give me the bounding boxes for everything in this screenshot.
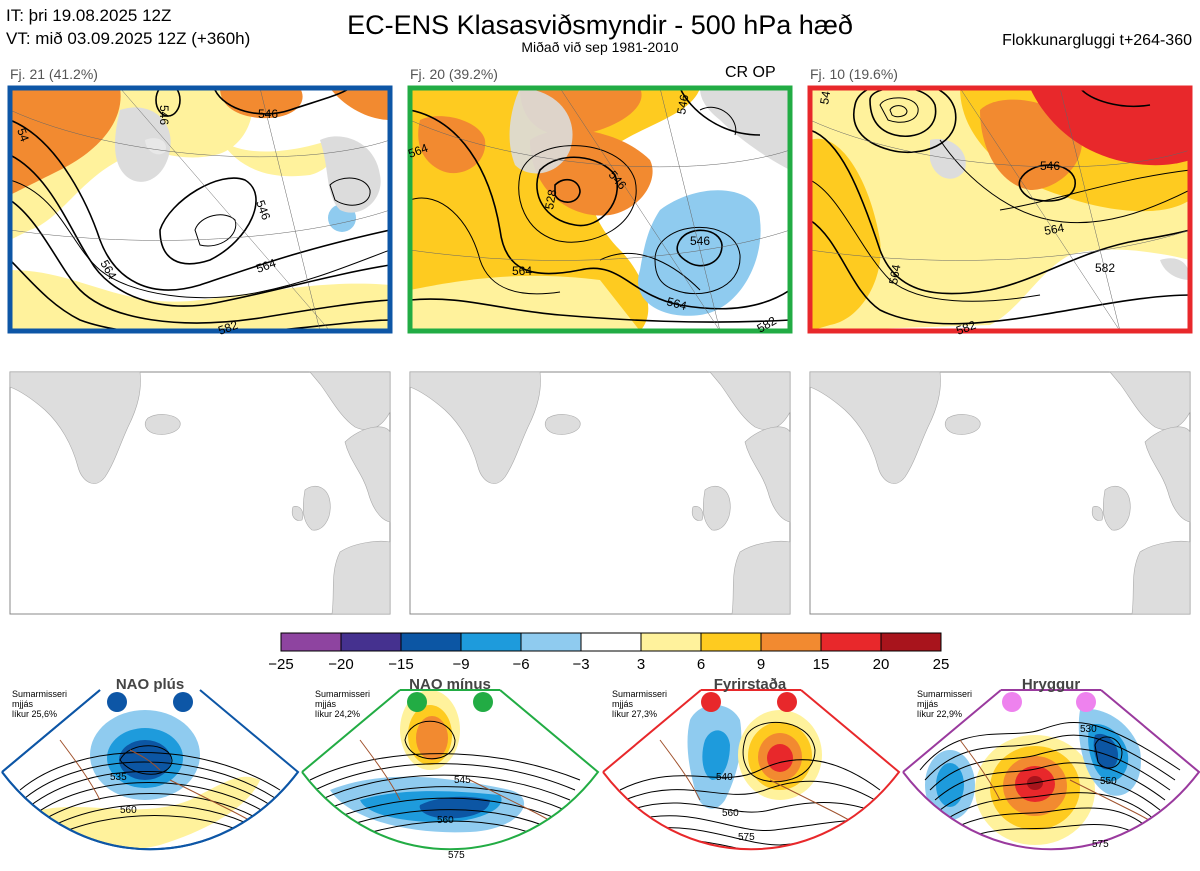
regime-4-dot-right — [1076, 692, 1096, 712]
colorbar-swatch — [760, 632, 822, 652]
contour-label: 546 — [690, 234, 710, 248]
regime-1-title: NAO plús — [115, 676, 185, 693]
regime-contour-label: 540 — [716, 772, 733, 783]
regime-3-frame — [602, 689, 901, 851]
cluster-3-label: Fj. 10 (19.6%) — [810, 66, 898, 82]
regime-contour-label: 575 — [738, 832, 755, 843]
contour-label: 564 — [665, 294, 688, 313]
regime-4-info: Sumarmisseri mjjás líkur 22,9% — [917, 689, 973, 719]
page-subtitle: Miðað við sep 1981-2010 — [521, 39, 679, 55]
colorbar-swatch — [640, 632, 702, 652]
regime-contour-label: 575 — [1092, 839, 1109, 850]
colorbar-swatch — [520, 632, 582, 652]
cluster-2-label: Fj. 20 (39.2%) — [410, 66, 498, 82]
contour-label: 582 — [1095, 261, 1115, 275]
header-times: IT: þri 19.08.2025 12Z VT: mið 03.09.202… — [6, 4, 250, 50]
colorbar-ticks: −25 −20 −15 −9 −6 −3 3 6 9 15 20 25 — [260, 656, 960, 676]
regime-contour-label: 550 — [1100, 776, 1117, 787]
colorbar-tick-label: −15 — [388, 656, 414, 673]
colorbar-tick-label: 15 — [812, 656, 830, 673]
regime-2-title: NAO mínus — [409, 676, 491, 693]
regime-2-dot-left — [407, 692, 427, 712]
contour-label: 564 — [406, 141, 430, 161]
colorbar-tick-label: 6 — [696, 656, 706, 673]
colorbar-swatch — [580, 632, 642, 652]
cluster-1-frame — [7, 85, 393, 334]
colorbar-swatch — [340, 632, 402, 652]
classification-window: Flokkunargluggi t+264-360 — [1002, 32, 1192, 49]
regime-3-title: Fyrirstaða — [713, 676, 787, 693]
cluster-1-map — [10, 88, 390, 331]
regime-4-frame — [902, 689, 1200, 851]
contour-label: 564 — [512, 264, 532, 278]
colorbar-swatch — [880, 632, 942, 652]
regime-2-dot-right — [473, 692, 493, 712]
cluster-2-frame — [407, 85, 793, 334]
colorbar-tick-label: −25 — [268, 656, 294, 673]
regime-2-frame — [301, 689, 600, 851]
regime-2-info: Sumarmisseri mjjás líkur 24,2% — [315, 689, 371, 719]
regime-4-title: Hryggur — [1021, 676, 1081, 693]
regime-3-dot-left — [701, 692, 721, 712]
colorbar-tick-label: −9 — [452, 656, 470, 673]
colorbar-tick-label: 3 — [636, 656, 646, 673]
cluster-1-label: Fj. 21 (41.2%) — [10, 66, 98, 82]
colorbar-tick-label: 9 — [756, 656, 766, 673]
regime-3-info: Sumarmisseri mjjás líkur 27,3% — [612, 689, 668, 719]
contour-label: 54 — [817, 90, 833, 106]
land-maps — [9, 371, 1191, 615]
regime-contour-label: 575 — [448, 850, 465, 861]
regime-1-info: Sumarmisseri mjjás líkur 25,6% — [12, 689, 68, 719]
regime-contour-label: 530 — [1080, 724, 1097, 735]
contour-label: 546 — [258, 107, 278, 121]
regime-maps: 535 560 545 560 575 540 560 575 530 550 … — [1, 689, 1200, 861]
cluster-2-map — [410, 88, 790, 331]
colorbar-tick-label: −6 — [512, 656, 530, 673]
cluster-maps: 546 546 546 564 564 54 582 546 546 528 5… — [7, 85, 1193, 338]
initial-time: IT: þri 19.08.2025 12Z — [6, 6, 172, 25]
regime-4-dot-left — [1002, 692, 1022, 712]
contour-label: 564 — [1043, 221, 1065, 238]
colorbar-swatch — [460, 632, 522, 652]
colorbar-swatch — [820, 632, 882, 652]
regime-contour-label: 560 — [722, 808, 739, 819]
page-title: EC-ENS Klasasviðsmyndir - 500 hPa hæð — [347, 10, 853, 40]
regime-1-dot-left — [107, 692, 127, 712]
contour-label: 582 — [954, 318, 978, 338]
regime-contour-label: 560 — [120, 805, 137, 816]
colorbar-tick-label: −3 — [572, 656, 590, 673]
colorbar-swatch — [700, 632, 762, 652]
valid-time: VT: mið 03.09.2025 12Z (+360h) — [6, 29, 251, 48]
colorbar — [280, 632, 942, 652]
regime-3-dot-right — [777, 692, 797, 712]
contour-label: 564 — [886, 263, 903, 285]
regime-contour-label: 560 — [437, 815, 454, 826]
regime-1-dot-right — [173, 692, 193, 712]
contour-label: 546 — [1040, 159, 1060, 173]
contour-label: 546 — [674, 93, 691, 115]
cluster-3-map — [810, 88, 1190, 331]
colorbar-swatch — [280, 632, 342, 652]
contour-label: 546 — [157, 105, 171, 125]
cluster-3-frame — [807, 85, 1193, 334]
regime-contour-label: 545 — [454, 775, 471, 786]
colorbar-tick-label: 20 — [872, 656, 890, 673]
colorbar-tick-label: −20 — [328, 656, 354, 673]
contour-label: 528 — [542, 188, 559, 210]
contour-label: 564 — [254, 256, 278, 276]
colorbar-swatch — [400, 632, 462, 652]
cluster-2-tag: CR OP — [725, 64, 776, 81]
contour-label: 546 — [253, 198, 273, 222]
contour-label: 582 — [216, 318, 240, 338]
regime-contour-label: 535 — [110, 772, 127, 783]
contour-label: 54 — [14, 126, 32, 144]
colorbar-tick-label: 25 — [932, 656, 950, 673]
